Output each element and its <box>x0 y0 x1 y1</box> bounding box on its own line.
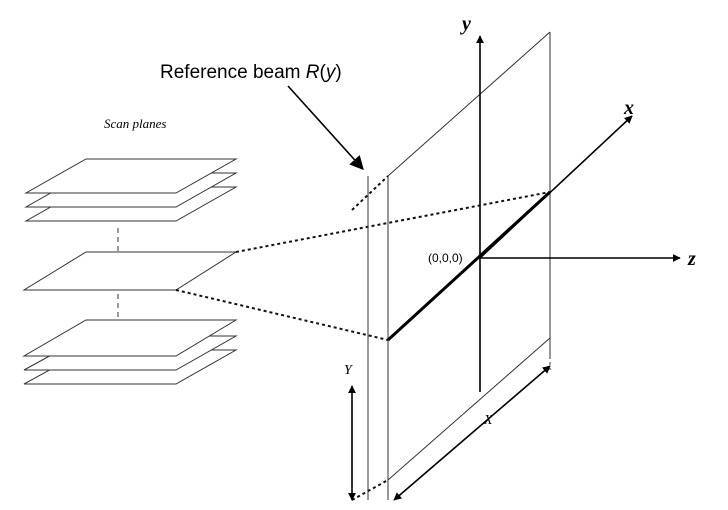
projection-line-lower <box>175 289 389 341</box>
scan-plane-top-1 <box>24 158 238 194</box>
plane-front-bottom-dash <box>351 479 389 501</box>
scan-planes-label: Scan planes <box>104 116 166 131</box>
axis-x-label: x <box>623 97 634 119</box>
reference-beam-arrow <box>287 85 364 171</box>
dimension-y-label: Y <box>344 363 354 378</box>
x-extent-line <box>386 190 552 342</box>
plane-edge-bottom <box>387 337 551 481</box>
axis-y-label: y <box>460 13 471 35</box>
origin-label: (0,0,0) <box>428 251 463 265</box>
x-axis <box>479 115 633 259</box>
scan-plane-middle <box>22 251 238 291</box>
scan-planes-stack <box>22 158 238 385</box>
axis-z-label: z <box>687 248 696 270</box>
reference-plane <box>351 31 551 501</box>
reference-beam-title: Reference beam R(y) <box>160 62 342 83</box>
x-dimension-arrow <box>393 365 551 501</box>
plane-edge-top <box>387 31 551 177</box>
dimension-x-label: X <box>483 413 493 428</box>
scan-plane-bottom-1 <box>22 319 238 357</box>
projection-line-upper <box>235 191 551 253</box>
plane-front-top-dash <box>351 175 389 211</box>
